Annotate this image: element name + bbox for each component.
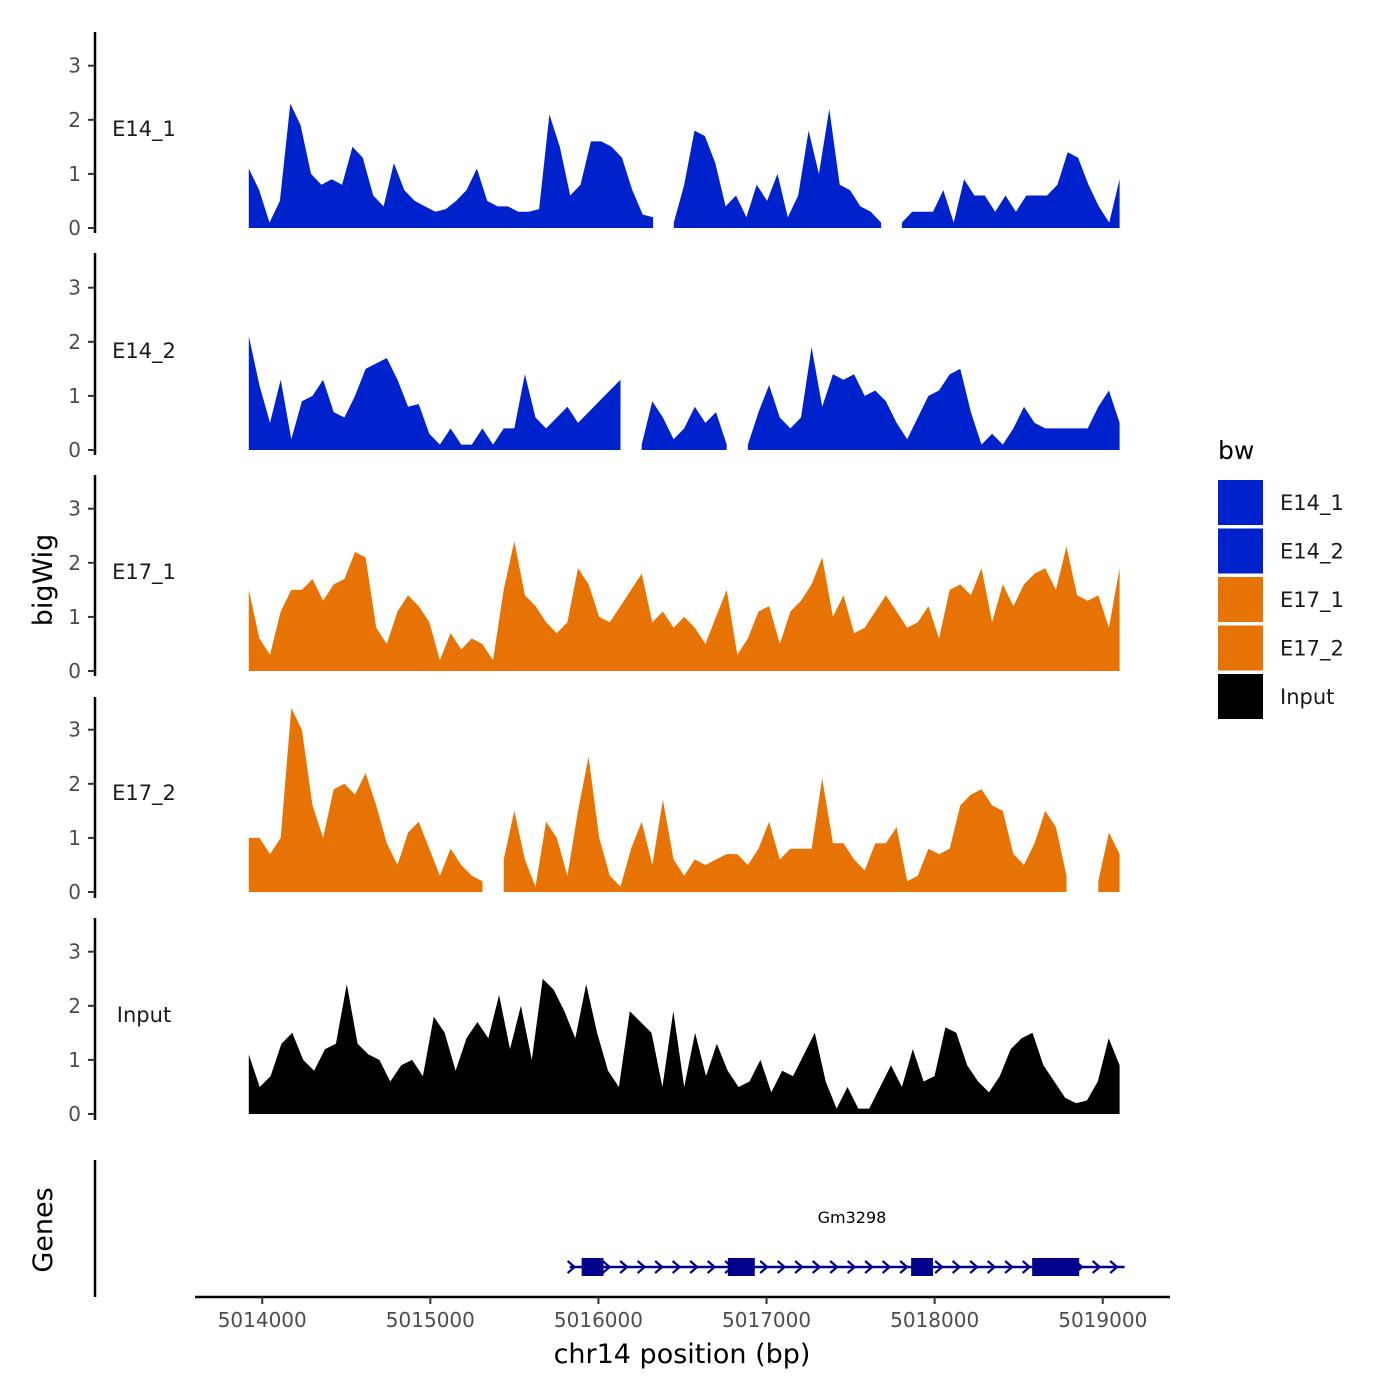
y-tick-label: 3 [68,940,81,964]
strand-arrow [1004,1260,1014,1274]
track-panel-e17-2: 0 1 2 3 E17_2 [68,697,1120,904]
x-tick-label: 5019000 [1058,1308,1147,1332]
track-label: Input [117,1003,171,1027]
strand-arrow [776,1260,787,1274]
x-tick-label: 5018000 [890,1308,979,1332]
y-tick-label: 0 [68,438,81,462]
x-tick-label: 5015000 [386,1308,475,1332]
y-tick-label: 3 [68,497,81,521]
strand-arrow [636,1260,647,1274]
strand-arrow [899,1260,909,1274]
strand-arrow [1109,1260,1119,1274]
track-panel-e14-2: 0 1 2 3 E14_2 [68,253,1120,462]
track-panel-input: 0 1 2 3 Input [68,918,1120,1126]
track-label: E17_1 [112,560,176,585]
coverage-area-input [248,978,1120,1114]
x-tick-label: 5016000 [554,1308,643,1332]
strand-arrow [671,1260,682,1274]
strand-arrow [934,1260,944,1274]
gene-exon [727,1258,755,1276]
gene-exon [581,1258,604,1276]
strand-arrow [706,1260,717,1274]
track-panels: 0 1 2 3 E14_1 0 1 2 3 E14_2 0 1 2 3 E17_1 0 1 2 3 E17_2 0 1 2 3… [68,32,1120,1126]
y-axis-title: bigWig [28,534,59,627]
legend: bw E14_1 E14_2 E17_1 E17_2 Input [1218,436,1344,719]
strand-arrow [881,1260,892,1274]
legend-key-e17-2 [1218,625,1263,671]
y-tick-label: 1 [68,826,81,850]
strand-arrow [759,1260,769,1274]
legend-label: E17_1 [1280,588,1344,613]
y-tick-label: 1 [68,605,81,629]
strand-arrow [619,1260,629,1274]
strand-arrow [811,1260,822,1274]
legend-key-e14-1 [1218,480,1263,525]
strand-arrow [864,1260,874,1274]
legend-key-input [1218,674,1263,719]
strand-arrow [969,1260,979,1274]
y-tick-label: 0 [68,880,81,904]
strand-arrow [1091,1260,1102,1274]
coverage-area-e14-2 [248,336,621,450]
strand-arrow [846,1260,857,1274]
gene-name-label: Gm3298 [818,1208,887,1227]
coverage-area-e14-1 [248,103,654,228]
gene-track: Gm3298 [93,1160,1125,1297]
gene-exon [911,1258,933,1276]
strand-arrow [794,1260,804,1274]
y-tick-label: 3 [68,54,81,78]
x-tick-label: 5014000 [218,1308,307,1332]
coverage-area-e14-1 [673,109,882,228]
coverage-area-e17-2 [248,708,483,892]
y-tick-label: 2 [68,772,81,796]
strand-arrow [654,1260,664,1274]
legend-key-e17-1 [1218,577,1263,622]
y-tick-label: 2 [68,994,81,1018]
y-tick-label: 1 [68,384,81,408]
y-tick-label: 1 [68,162,81,186]
gene-exon [1032,1258,1080,1276]
y-tick-label: 1 [68,1048,81,1072]
coverage-area-e17-2 [503,756,1067,892]
legend-key-e14-2 [1218,528,1263,574]
y-tick-label: 3 [68,276,81,300]
track-label: E14_2 [112,339,176,364]
legend-label: E14_1 [1280,491,1344,516]
y-tick-label: 0 [68,659,81,683]
strand-arrow [951,1260,962,1274]
track-panel-e17-1: 0 1 2 3 E17_1 [68,475,1120,683]
coverage-area-e14-2 [641,401,727,450]
genes-axis-title: Genes [28,1187,59,1272]
track-label: E17_2 [112,781,176,806]
track-panel-e14-1: 0 1 2 3 E14_1 [68,32,1120,240]
coverage-area-e14-1 [901,152,1120,228]
strand-arrow [689,1260,699,1274]
y-tick-label: 2 [68,551,81,575]
coverage-area-e17-2 [1098,832,1120,892]
legend-label: Input [1280,685,1334,709]
y-tick-label: 0 [68,1102,81,1126]
strand-arrow [829,1260,839,1274]
y-tick-label: 2 [68,330,81,354]
y-tick-label: 3 [68,718,81,742]
coverage-area-e14-2 [747,347,1120,450]
x-axis-title: chr14 position (bp) [554,1339,811,1370]
legend-label: E17_2 [1280,637,1344,662]
strand-arrow [601,1260,612,1274]
x-axis: 5014000 5015000 5016000 5017000 5018000 50190… [195,1295,1170,1332]
y-tick-label: 0 [68,216,81,240]
strand-arrow [1021,1260,1032,1274]
x-tick-label: 5017000 [722,1308,811,1332]
legend-label: E14_2 [1280,540,1344,565]
strand-arrow [986,1260,997,1274]
coverage-area-e17-1 [248,541,1120,671]
legend-title: bw [1218,436,1254,465]
track-label: E14_1 [112,117,176,142]
strand-arrow [566,1260,577,1274]
y-tick-label: 2 [68,108,81,132]
